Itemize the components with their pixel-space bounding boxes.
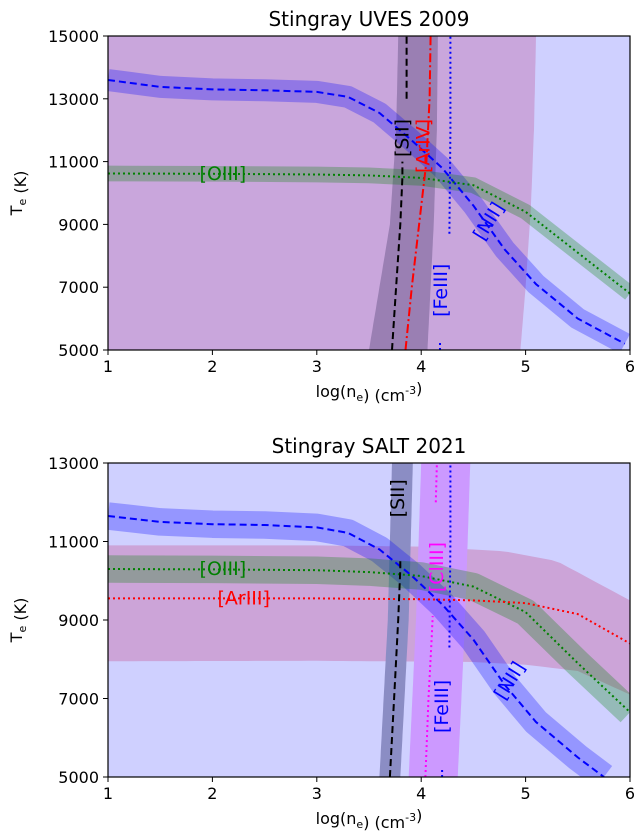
annotation-sii: [SII] [391,119,413,157]
x-tick-label: 1 [103,357,113,376]
series-line-sii [391,161,404,350]
y-tick-label: 7000 [58,690,99,709]
x-tick-label: 3 [312,357,322,376]
x-tick-label: 4 [416,357,426,376]
series-line-sii [388,557,402,777]
annotation-cliii: [ClIII] [426,542,448,592]
chart-panel-2: [OIII][ArIII][SII][ClIII][NII][FeIII]1 2 3… [7,434,635,832]
y-tick-label: 7000 [58,278,99,297]
y-tick-label: 5000 [58,768,99,787]
annotation-feiii: [FeIII] [430,264,452,317]
shaded-region-4 [379,463,413,777]
x-tick-label: 2 [207,784,217,803]
y-axis-label: Te (K) [7,171,30,217]
series-line-feiii [448,463,452,648]
series-band-oiii [108,555,630,723]
series-line-nii [108,79,626,345]
y-tick-label: 9000 [58,611,99,630]
shaded-region-3 [408,463,471,777]
annotation-sii: [SII] [387,479,409,517]
x-axis-label: log(ne) (cm-3) [316,379,423,405]
y-axis-label: Te (K) [7,598,30,644]
chart-title: Stingray SALT 2021 [272,434,467,458]
shaded-region-3 [369,36,438,350]
series-line-cliii [434,463,438,503]
x-tick-label: 1 [103,784,113,803]
series-line-feiii [448,36,452,234]
y-tick-label: 13000 [48,454,99,473]
plot-area [108,463,630,777]
annotation-ariii: [ArIII] [217,587,269,609]
annotation-oiii: [OIII] [200,163,247,185]
series-band-oiii [108,165,630,300]
series-line-nii [108,515,605,777]
y-tick-label: 15000 [48,27,99,46]
plot-area [108,36,630,350]
annotation-ariv: [ArIV] [412,119,434,173]
y-tick-label: 9000 [58,215,99,234]
x-tick-label: 5 [521,784,531,803]
series-line-ariv [404,36,432,350]
x-tick-label: 5 [521,357,531,376]
y-tick-label: 5000 [58,341,99,360]
x-tick-label: 6 [625,784,635,803]
x-tick-label: 3 [312,784,322,803]
chart-title: Stingray UVES 2009 [268,7,469,31]
x-tick-label: 4 [416,784,426,803]
annotation-feiii: [FeIII] [431,680,453,733]
shaded-region-2 [108,545,630,695]
x-axis-label: log(ne) (cm-3) [316,806,423,832]
x-tick-label: 2 [207,357,217,376]
chart-panel-1: [OIII][SII][ArIV][NII][FeIII]1 2 3 4 5 650007… [7,7,635,405]
series-line-ariii [108,597,630,645]
axes-frame [107,35,631,351]
y-tick-label: 13000 [48,90,99,109]
annotation-oiii: [OIII] [200,558,247,580]
y-tick-label: 11000 [48,153,99,172]
y-tick-label: 11000 [48,533,99,552]
x-tick-label: 6 [625,357,635,376]
